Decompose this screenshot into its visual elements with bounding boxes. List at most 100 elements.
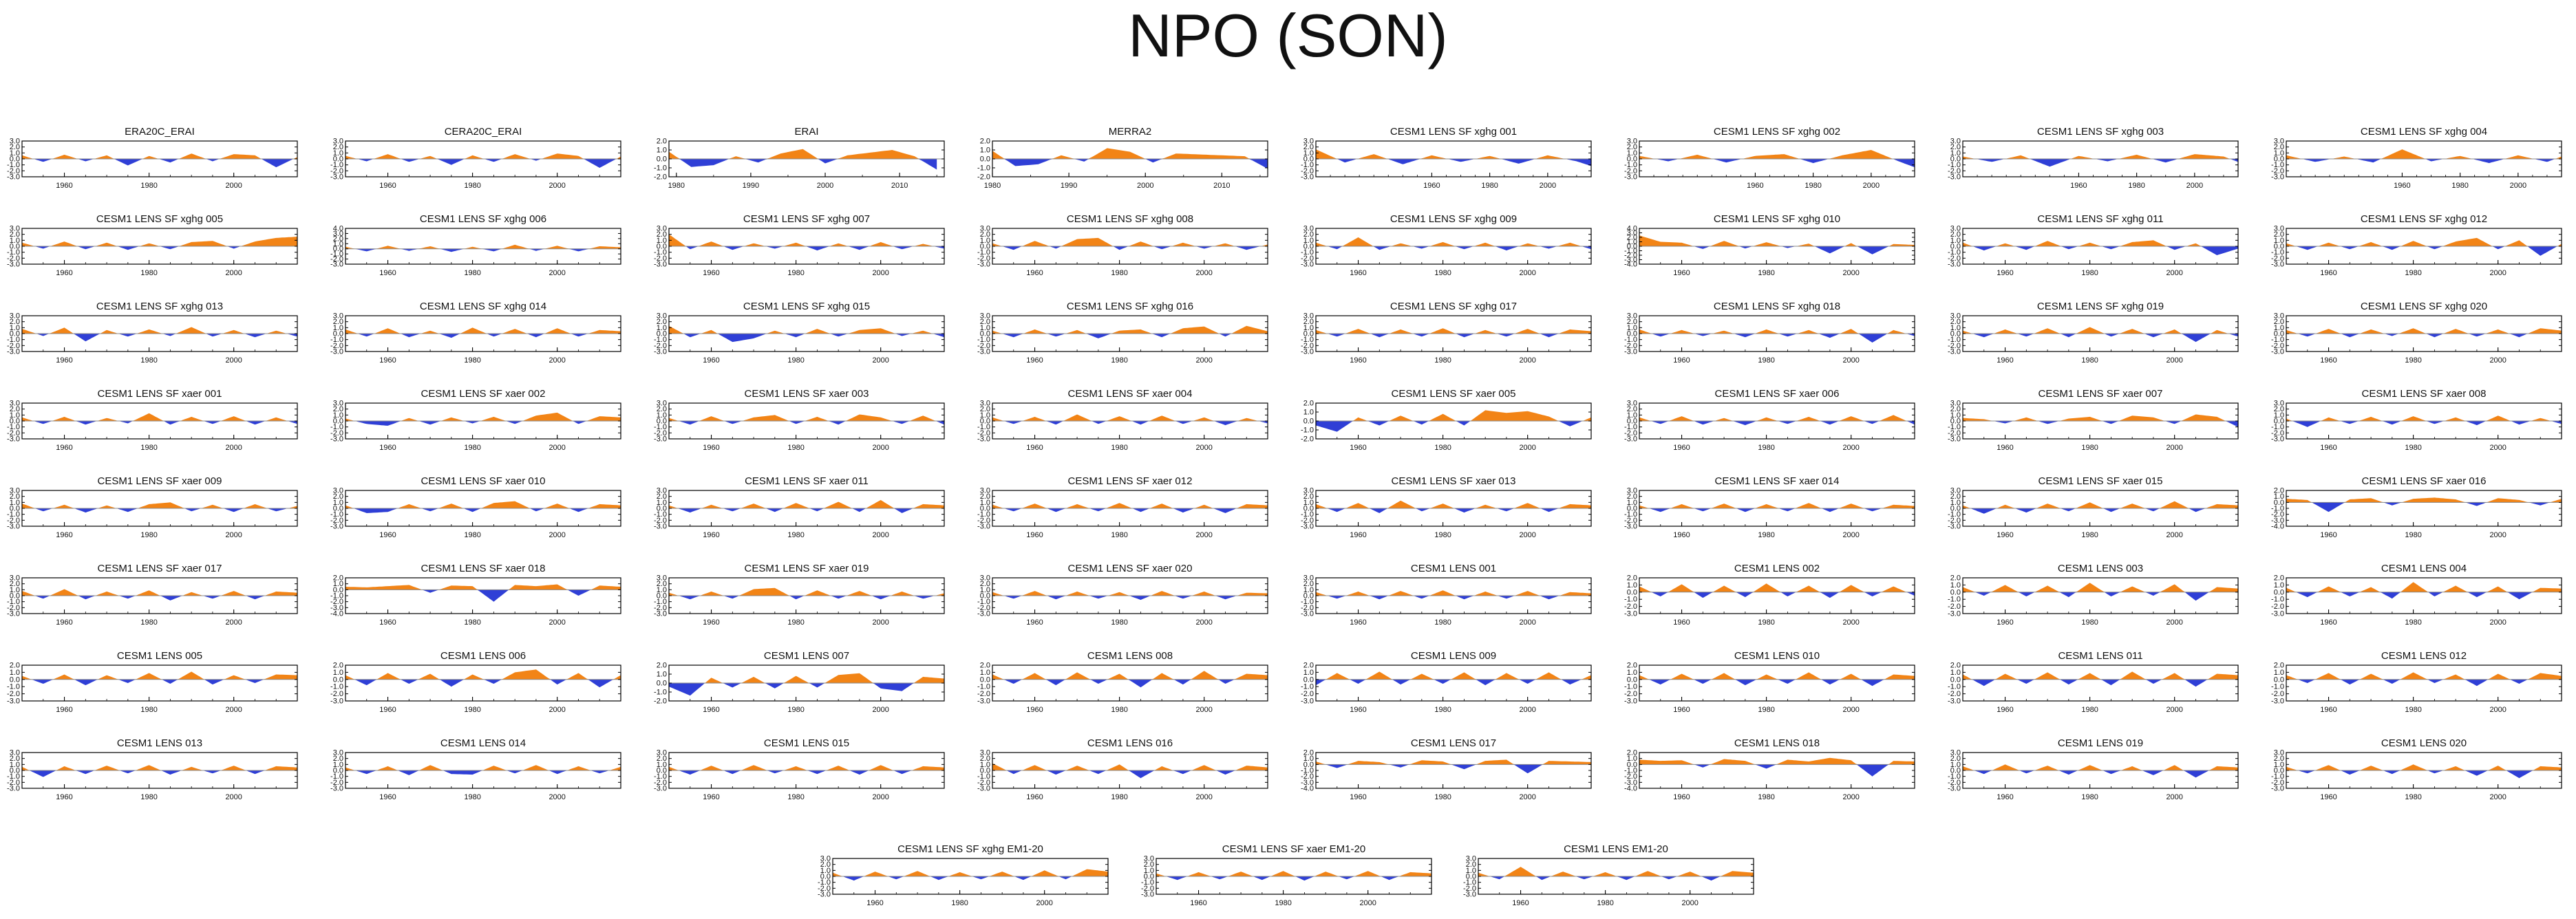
y-tick-label: 0.0 [1627, 675, 1637, 684]
y-tick-label: 1.0 [10, 586, 20, 594]
y-tick-label: 2.0 [980, 230, 990, 239]
y-tick-label: 1.0 [2274, 761, 2284, 769]
y-tick-label: 2.0 [333, 755, 343, 763]
x-tick-label: 1980 [2405, 444, 2421, 452]
x-tick-label: 1960 [379, 531, 396, 539]
x-tick-label: 1980 [2405, 531, 2421, 539]
panel-title: CESM1 LENS SF xaer 020 [1068, 563, 1193, 574]
x-tick-label: 2000 [1195, 618, 1212, 627]
negative-area [669, 770, 944, 775]
x-tick-label: 1960 [1997, 269, 2013, 277]
x-tick-label: 1980 [2081, 706, 2098, 714]
x-tick-label: 1980 [1434, 356, 1451, 365]
x-tick-label: 1980 [464, 793, 480, 801]
x-tick-label: 1960 [1673, 706, 1690, 714]
panel: CESM1 LENS SF xaer 014 3.02.01.00.0-1.0-2… [1624, 475, 1915, 539]
y-tick-label: 3.0 [1627, 400, 1637, 408]
y-tick-label: 2.0 [10, 662, 20, 670]
y-tick-label: 2.0 [1627, 493, 1637, 501]
y-tick-label: 3.0 [2274, 400, 2284, 408]
y-tick-label: 2.0 [1303, 580, 1314, 588]
panel-title: CESM1 LENS SF xaer 019 [745, 563, 869, 574]
y-tick-label: -4.0 [1624, 261, 1637, 269]
x-tick-label: 2000 [2489, 618, 2506, 627]
y-tick-label: 0.0 [1627, 588, 1637, 596]
x-tick-label: 2000 [1195, 531, 1212, 539]
panel-title: CESM1 LENS SF xghg 002 [1714, 126, 1840, 138]
panel-title: CESM1 LENS 001 [1411, 563, 1496, 574]
y-tick-label: -1.0 [1948, 248, 1961, 257]
y-tick-label: -2.0 [654, 255, 667, 263]
positive-area [669, 234, 944, 246]
y-tick-label: 1.0 [1627, 324, 1637, 332]
panel: CESM1 LENS 009 2.01.00.0-1.0-2.0-3.0 1960 1… [1301, 650, 1592, 714]
x-tick-label: 2000 [549, 182, 565, 190]
panel-title: CESM1 LENS SF xghg 019 [2037, 301, 2164, 312]
plot-frame [2286, 577, 2562, 614]
x-tick-label: 2000 [872, 269, 888, 277]
y-tick-label: 2.0 [980, 662, 990, 670]
y-tick-label: 0.0 [1950, 155, 1961, 164]
y-tick-label: 0.0 [657, 243, 667, 251]
y-tick-label: 2.0 [1627, 662, 1637, 670]
y-tick-label: 3.0 [1950, 749, 1961, 757]
y-tick-label: -2.0 [7, 779, 20, 787]
panel-title: CESM1 LENS SF xaer EM1-20 [1222, 843, 1365, 855]
x-tick-label: 2000 [2166, 618, 2182, 627]
panel: CESM1 LENS 007 2.01.00.0-1.0-2.0 1960 1980 2… [654, 650, 945, 714]
y-tick-label: 1.0 [1950, 324, 1961, 332]
positive-area [992, 503, 1268, 508]
y-tick-label: 0.0 [1950, 767, 1961, 775]
x-tick-label: 2000 [2166, 706, 2182, 714]
y-tick-label: 3.0 [980, 312, 990, 321]
x-tick-label: 2000 [1519, 444, 1535, 452]
x-tick-label: 1960 [2070, 182, 2087, 190]
x-tick-label: 1960 [703, 531, 719, 539]
y-tick-label: -3.0 [330, 604, 343, 612]
x-tick-label: 1980 [140, 182, 157, 190]
panel: CESM1 LENS SF xghg 005 3.02.01.00.0-1.0-2… [7, 213, 298, 277]
y-tick-label: -3.0 [330, 173, 343, 182]
panel: CESM1 LENS SF xaer 001 3.02.01.00.0-1.0-2… [7, 388, 298, 452]
y-tick-label: 0.0 [1303, 592, 1314, 601]
negative-area [992, 508, 1268, 513]
negative-area [2286, 334, 2562, 338]
y-tick-label: 2.0 [1627, 318, 1637, 326]
y-tick-label: 1.0 [820, 867, 831, 875]
y-tick-label: -1.0 [7, 772, 20, 781]
y-tick-label: 3.0 [1950, 138, 1961, 146]
x-tick-label: 1960 [2320, 706, 2337, 714]
panel-title: CESM1 LENS SF xaer 007 [2039, 388, 2163, 400]
positive-area [345, 584, 621, 590]
y-tick-label: -3.0 [330, 435, 343, 444]
negative-area [345, 159, 621, 168]
y-tick-label: 0.0 [1144, 873, 1154, 881]
y-tick-label: -3.0 [977, 698, 990, 706]
panel: CESM1 LENS 019 3.02.01.00.0-1.0-2.0-3.0 19… [1948, 737, 2239, 801]
negative-area [345, 248, 621, 252]
y-tick-label: 0.0 [1303, 330, 1314, 338]
x-tick-label: 2000 [1842, 618, 1859, 627]
y-tick-label: 0.0 [1466, 873, 1476, 881]
y-tick-label: -3.0 [330, 348, 343, 356]
y-tick-label: 0.0 [333, 155, 343, 164]
panel: CESM1 LENS SF xaer 002 3.02.01.00.0-1.0-2… [330, 388, 621, 452]
negative-area [22, 770, 297, 777]
y-tick-label: -1.0 [1301, 683, 1314, 691]
negative-area [992, 421, 1268, 426]
negative-area [992, 246, 1268, 250]
x-tick-label: 1960 [379, 444, 396, 452]
y-tick-label: -3.0 [1624, 348, 1637, 356]
y-tick-label: -3.0 [330, 523, 343, 531]
y-tick-label: 3.0 [10, 138, 20, 146]
negative-area [1963, 592, 2238, 601]
x-tick-label: 1960 [1190, 899, 1206, 907]
x-tick-label: 1960 [1350, 444, 1366, 452]
x-tick-label: 2000 [225, 182, 242, 190]
y-tick-label: -1.0 [1463, 878, 1476, 887]
y-tick-label: -1.0 [1301, 161, 1314, 169]
y-tick-label: 3.0 [1627, 229, 1637, 237]
x-tick-label: 2000 [1540, 182, 1556, 190]
y-tick-label: -3.0 [1624, 435, 1637, 444]
y-tick-label: -3.0 [654, 523, 667, 531]
